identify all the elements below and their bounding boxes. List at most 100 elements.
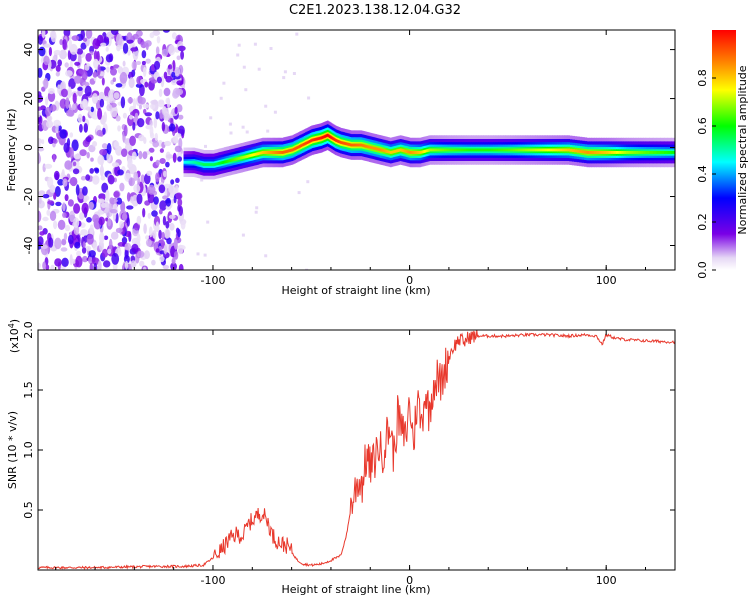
noise-speck <box>196 252 200 256</box>
noise-blob <box>155 111 160 120</box>
noise-blob <box>153 60 161 70</box>
noise-blob <box>99 98 105 108</box>
ridge-cell <box>557 148 561 152</box>
noise-blob <box>65 97 70 109</box>
noise-blob <box>92 214 100 224</box>
ridge-cell <box>428 148 430 152</box>
noise-blob <box>161 121 166 132</box>
ridge-cell <box>515 148 519 152</box>
noise-blob <box>90 106 95 113</box>
ridge-cell <box>283 150 285 154</box>
noise-blob <box>167 64 173 70</box>
noise-blob <box>145 42 149 51</box>
ridge-cell <box>188 160 191 164</box>
ridge-cell <box>667 151 672 154</box>
noise-blob <box>173 75 181 80</box>
ridge-cell <box>337 139 339 143</box>
ridge-cell <box>328 134 330 138</box>
noise-blob <box>149 156 153 162</box>
ridge-cell <box>466 148 470 152</box>
noise-blob <box>146 170 153 176</box>
noise-blob <box>97 108 103 120</box>
ridge-cell <box>267 151 269 154</box>
noise-blob <box>72 161 77 167</box>
noise-blob <box>117 125 121 132</box>
ridge-cell <box>581 150 585 154</box>
noise-blob <box>41 139 45 145</box>
ridge-cell <box>478 148 482 152</box>
noise-blob <box>162 170 167 178</box>
noise-blob <box>38 190 46 197</box>
noise-blob <box>128 177 135 187</box>
ridge-cell <box>272 151 274 154</box>
noise-blob <box>162 215 166 226</box>
ridge-cell <box>324 134 327 138</box>
noise-blob <box>74 241 81 249</box>
noise-blob <box>76 48 84 55</box>
noise-blob <box>42 216 49 222</box>
y-tick-label: -40 <box>22 237 35 255</box>
ridge-cell <box>608 151 612 154</box>
ridge-cell <box>507 148 511 152</box>
x-tick-label: 100 <box>596 574 617 587</box>
ridge-cell <box>345 142 348 146</box>
ridge-cell <box>488 148 492 152</box>
noise-blob <box>144 112 153 117</box>
ridge-cell <box>243 155 246 159</box>
ridge-cell <box>349 143 352 147</box>
noise-blob <box>113 64 120 69</box>
noise-blob <box>150 99 158 105</box>
y-tick-label: -20 <box>22 188 35 206</box>
ridge-cell <box>259 151 262 155</box>
ridge-cell <box>547 148 551 152</box>
noise-blob <box>168 185 174 194</box>
noise-blob <box>173 239 178 250</box>
snr-x-label: Height of straight line (km) <box>281 583 430 596</box>
ridge-cell <box>247 154 250 158</box>
ridge-cell <box>493 148 497 152</box>
ridge-cell <box>394 149 397 153</box>
noise-blob <box>81 70 88 81</box>
noise-blob <box>177 45 186 52</box>
noise-blob <box>77 113 83 123</box>
ridge-cell <box>291 148 294 152</box>
ridge-cell <box>317 137 320 141</box>
ridge-cell <box>246 155 248 158</box>
ridge-cell <box>403 149 406 153</box>
ridge-cell <box>436 148 440 152</box>
ridge-cell <box>339 140 341 144</box>
ridge-cell <box>393 150 396 153</box>
noise-blob <box>77 86 83 91</box>
noise-blob <box>82 241 86 249</box>
noise-blob <box>178 114 184 120</box>
noise-blob <box>62 178 68 187</box>
noise-blob <box>163 71 168 80</box>
ridge-cell <box>439 148 443 152</box>
noise-speck <box>209 116 213 120</box>
noise-blob <box>89 224 94 237</box>
noise-blob <box>48 237 54 248</box>
noise-blob <box>165 197 171 207</box>
noise-speck <box>241 125 245 129</box>
noise-blob <box>61 169 65 178</box>
ridge-cell <box>520 148 524 152</box>
ridge-cell <box>589 151 593 154</box>
ridge-cell <box>517 148 521 152</box>
ridge-cell <box>236 157 239 161</box>
ridge-cell <box>295 146 298 150</box>
noise-blob <box>105 54 113 63</box>
noise-blob <box>139 260 145 267</box>
noise-blob <box>73 153 82 160</box>
noise-blob <box>72 168 80 175</box>
ridge-cell <box>274 151 277 154</box>
noise-blob <box>86 151 90 159</box>
y-tick-label: 0.5 <box>22 501 35 519</box>
noise-speck <box>266 129 270 133</box>
noise-blob <box>83 123 89 133</box>
noise-blob <box>44 163 53 169</box>
noise-blob <box>116 44 121 52</box>
ridge-cell <box>369 145 371 149</box>
noise-blob <box>110 68 117 76</box>
noise-blob <box>144 173 151 185</box>
x-tick-label: 100 <box>596 274 617 287</box>
